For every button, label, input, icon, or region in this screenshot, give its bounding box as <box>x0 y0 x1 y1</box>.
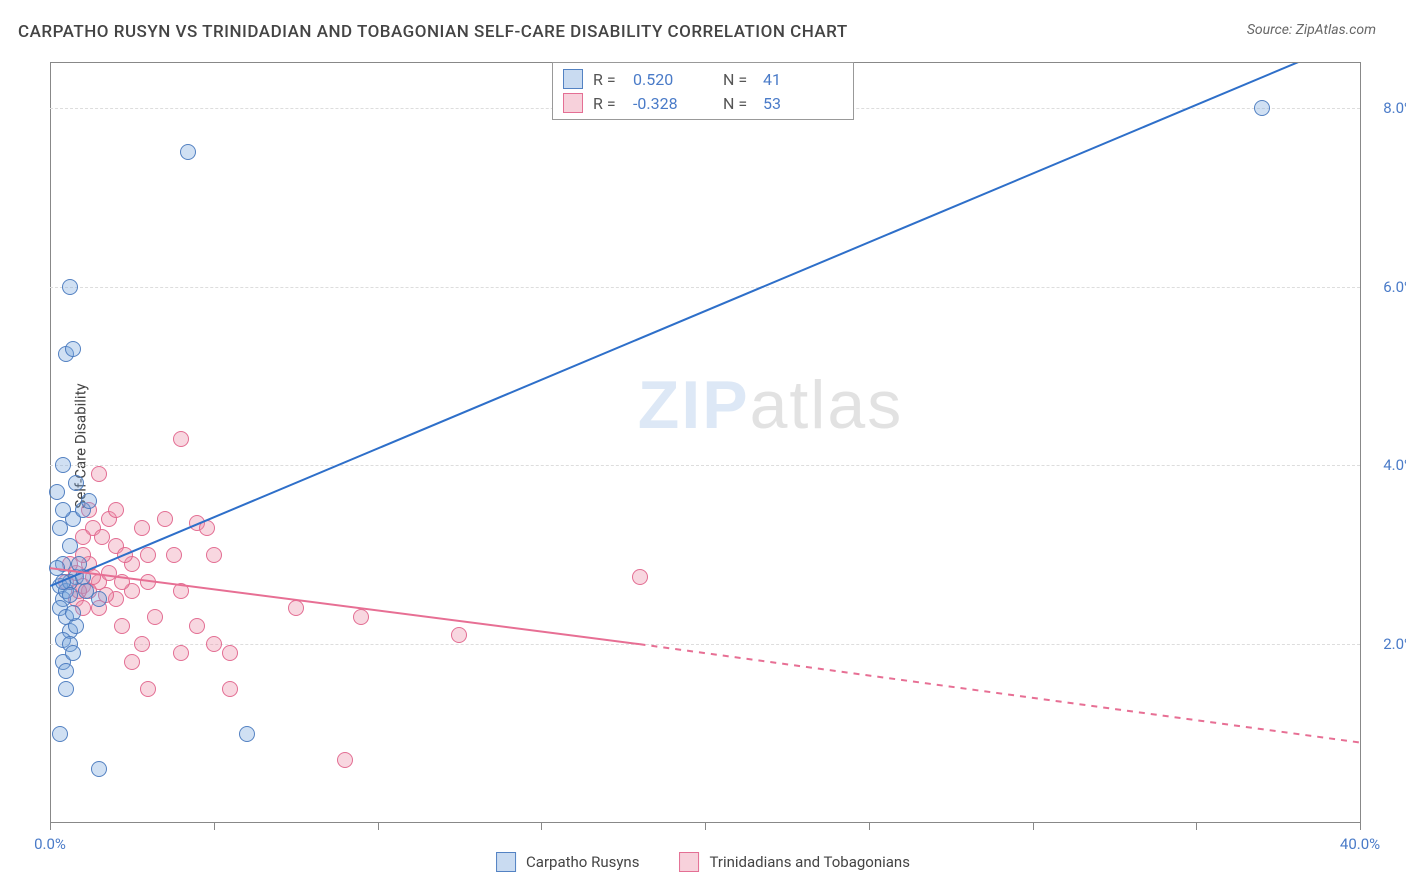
trend-lines <box>50 63 1360 823</box>
legend-swatch-pink <box>563 93 583 113</box>
legend-swatch-pink <box>679 852 699 872</box>
legend-top-row: R = -0.328 N = 53 <box>563 91 843 115</box>
legend-n-label: N = <box>723 94 753 113</box>
y-tick-label: 6.0% <box>1383 278 1406 296</box>
y-tick-label: 4.0% <box>1383 456 1406 474</box>
legend-r-label: R = <box>593 70 623 89</box>
legend-series: Carpatho Rusyns Trinidadians and Tobagon… <box>496 852 910 872</box>
legend-swatch-blue <box>496 852 516 872</box>
y-tick-label: 8.0% <box>1383 99 1406 117</box>
y-tick-label: 2.0% <box>1383 635 1406 653</box>
x-tick-label: 40.0% <box>1340 835 1380 853</box>
legend-n-value: 53 <box>763 94 843 113</box>
legend-r-value: -0.328 <box>633 94 713 113</box>
chart-title: CARPATHO RUSYN VS TRINIDADIAN AND TOBAGO… <box>18 22 848 42</box>
legend-item-pink: Trinidadians and Tobagonians <box>679 852 909 872</box>
legend-stats: R = 0.520 N = 41 R = -0.328 N = 53 <box>552 62 854 120</box>
legend-item-blue: Carpatho Rusyns <box>496 852 639 872</box>
legend-n-value: 41 <box>763 70 843 89</box>
plot-area: ZIPatlas 0.0%40.0% 2.0%4.0%6.0%8.0% <box>50 62 1360 822</box>
legend-r-label: R = <box>593 94 623 113</box>
legend-swatch-blue <box>563 69 583 89</box>
legend-top-row: R = 0.520 N = 41 <box>563 67 843 91</box>
legend-r-value: 0.520 <box>633 70 713 89</box>
source-label: Source: ZipAtlas.com <box>1247 22 1376 38</box>
x-tick-label: 0.0% <box>34 835 66 853</box>
legend-n-label: N = <box>723 70 753 89</box>
legend-label: Carpatho Rusyns <box>526 853 639 871</box>
legend-label: Trinidadians and Tobagonians <box>709 853 909 871</box>
